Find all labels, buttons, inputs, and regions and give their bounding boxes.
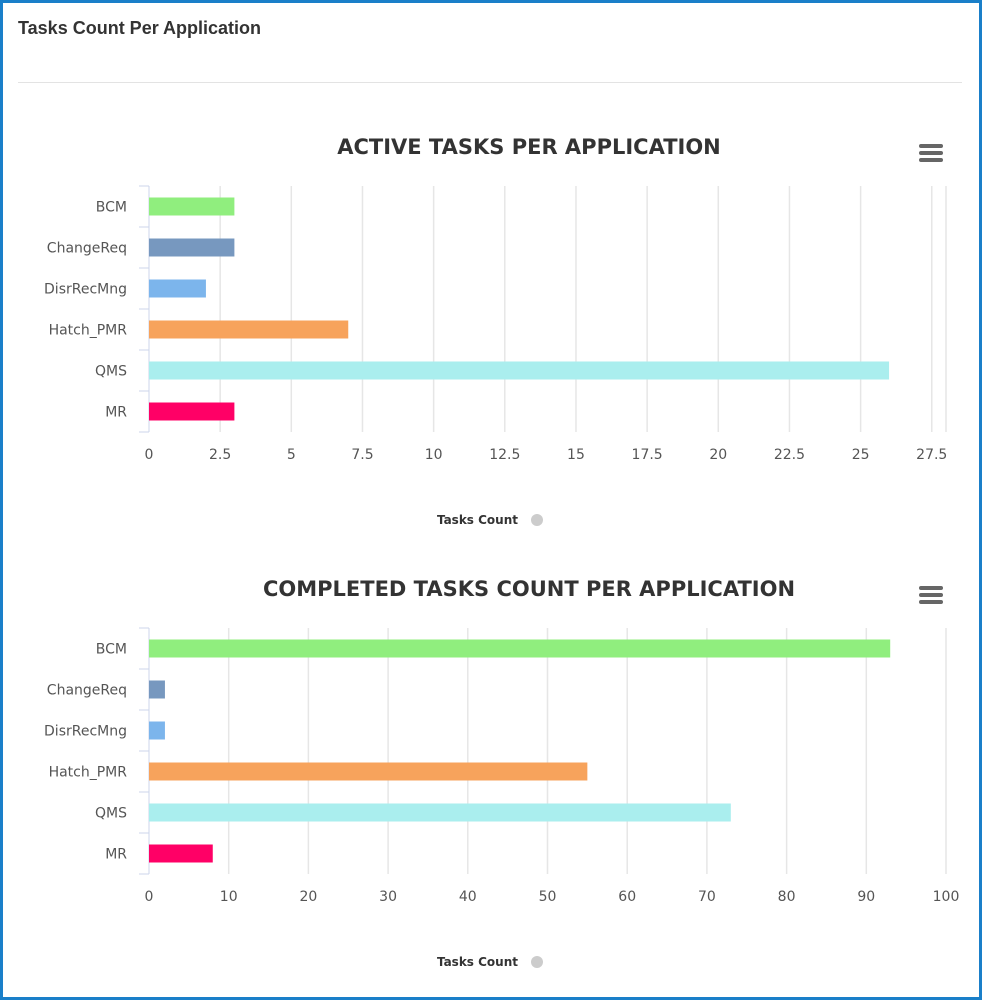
x-tick-label: 0 xyxy=(145,447,154,463)
x-tick-label: 10 xyxy=(220,889,238,905)
bar-qms[interactable] xyxy=(149,361,890,380)
category-label: MR xyxy=(105,405,127,421)
x-tick-label: 12.5 xyxy=(489,447,520,463)
chart-title: ACTIVE TASKS PER APPLICATION xyxy=(337,135,721,159)
bar-bcm[interactable] xyxy=(149,639,891,658)
category-label: BCM xyxy=(96,642,127,658)
category-label: BCM xyxy=(96,200,127,216)
legend-marker-icon[interactable] xyxy=(531,514,543,526)
bar-bcm[interactable] xyxy=(149,197,235,216)
category-label: ChangeReq xyxy=(47,241,127,257)
bar-changereq[interactable] xyxy=(149,680,165,699)
x-tick-label: 20 xyxy=(709,447,727,463)
category-label: Hatch_PMR xyxy=(49,765,128,781)
bar-mr[interactable] xyxy=(149,844,213,863)
widget-title: Tasks Count Per Application xyxy=(18,18,262,38)
category-label: DisrRecMng xyxy=(44,724,127,740)
x-tick-label: 17.5 xyxy=(632,447,663,463)
x-tick-label: 25 xyxy=(852,447,870,463)
hamburger-menu-icon[interactable] xyxy=(919,586,943,604)
x-tick-label: 90 xyxy=(857,889,875,905)
x-tick-label: 70 xyxy=(698,889,716,905)
category-label: QMS xyxy=(95,364,127,380)
category-label: DisrRecMng xyxy=(44,282,127,298)
x-tick-label: 30 xyxy=(379,889,397,905)
bar-disrrecmng[interactable] xyxy=(149,721,165,740)
x-tick-label: 22.5 xyxy=(774,447,805,463)
x-tick-label: 50 xyxy=(539,889,557,905)
x-tick-label: 15 xyxy=(567,447,585,463)
x-tick-label: 5 xyxy=(287,447,296,463)
legend-label[interactable]: Tasks Count xyxy=(437,513,518,527)
x-tick-label: 2.5 xyxy=(209,447,231,463)
legend-label[interactable]: Tasks Count xyxy=(437,955,518,969)
bar-qms[interactable] xyxy=(149,803,731,822)
x-tick-label: 7.5 xyxy=(351,447,373,463)
hamburger-menu-icon[interactable] xyxy=(919,144,943,162)
x-tick-label: 20 xyxy=(299,889,317,905)
category-label: QMS xyxy=(95,806,127,822)
x-tick-label: 10 xyxy=(425,447,443,463)
category-label: Hatch_PMR xyxy=(49,323,128,339)
x-tick-label: 40 xyxy=(459,889,477,905)
bar-hatch-pmr[interactable] xyxy=(149,762,588,781)
x-tick-label: 0 xyxy=(145,889,154,905)
x-tick-label: 60 xyxy=(618,889,636,905)
bar-disrrecmng[interactable] xyxy=(149,279,206,298)
completed-tasks-chart: COMPLETED TASKS COUNT PER APPLICATION 0 10… xyxy=(44,577,960,969)
chart-title: COMPLETED TASKS COUNT PER APPLICATION xyxy=(263,577,795,601)
x-tick-label: 27.5 xyxy=(916,447,947,463)
x-tick-label: 80 xyxy=(778,889,796,905)
legend-marker-icon[interactable] xyxy=(531,956,543,968)
divider xyxy=(18,82,962,83)
category-label: ChangeReq xyxy=(47,683,127,699)
bar-hatch-pmr[interactable] xyxy=(149,320,349,339)
x-tick-label: 100 xyxy=(933,889,960,905)
bar-mr[interactable] xyxy=(149,402,235,421)
active-tasks-chart: ACTIVE TASKS PER APPLICATION 0 2.5 5 7.5 10 12… xyxy=(44,135,947,527)
category-label: MR xyxy=(105,847,127,863)
bar-changereq[interactable] xyxy=(149,238,235,257)
